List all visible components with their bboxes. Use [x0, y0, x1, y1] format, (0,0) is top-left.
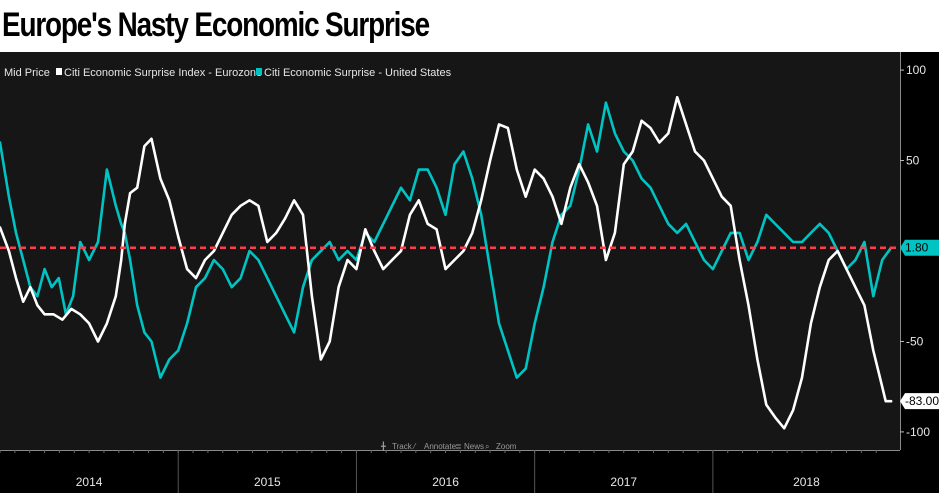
x-tick-label: 2014 — [76, 475, 103, 489]
y-axis-panel — [900, 52, 939, 493]
value-tag-box — [900, 239, 939, 256]
y-axis: 100 50 -50 -100 — [900, 63, 930, 439]
crosshair-icon: ╋ — [380, 441, 386, 451]
series-line-eurozone — [0, 95, 893, 430]
x-tick-label: 2016 — [432, 475, 459, 489]
y-tick-label: -50 — [906, 334, 924, 348]
title-bar: Europe's Nasty Economic Surprise — [0, 0, 939, 52]
plot-area — [0, 52, 900, 450]
chart-toolbar: ╋ Track ⁄ Annotate ≣ News ⌕ Zoom — [380, 441, 517, 451]
news-label: News — [464, 442, 484, 451]
y-tick-label: 100 — [906, 63, 926, 77]
value-tags: 1.80 -83.00 — [900, 239, 939, 410]
x-tick-label: 2018 — [793, 475, 820, 489]
value-tag-label: -83.00 — [905, 394, 939, 408]
news-button[interactable]: ≣ News — [455, 442, 484, 451]
pencil-icon: ⁄ — [412, 442, 417, 451]
zoom-button[interactable]: ⌕ Zoom — [485, 442, 517, 451]
x-tick-label: 2017 — [610, 475, 637, 489]
value-tag-label: 1.80 — [905, 241, 929, 255]
annotate-label: Annotate — [424, 442, 457, 451]
annotate-button[interactable]: ⁄ Annotate — [412, 442, 457, 451]
zoom-label: Zoom — [496, 442, 517, 451]
value-tag-box — [900, 393, 939, 410]
legend-prefix: Mid Price — [4, 67, 50, 79]
chart-title: Europe's Nasty Economic Surprise — [2, 6, 430, 44]
value-tag-eurozone: -83.00 — [900, 393, 939, 410]
x-tick-label: 2015 — [254, 475, 281, 489]
series-line-us — [0, 101, 893, 379]
y-tick-label: 50 — [906, 154, 920, 168]
legend-swatch-eurozone — [56, 68, 62, 75]
y-tick-label: -100 — [906, 425, 930, 439]
series-layer — [0, 95, 893, 430]
news-icon: ≣ — [455, 442, 462, 451]
x-axis-panel — [0, 450, 900, 493]
value-tag-us: 1.80 — [900, 239, 939, 256]
legend: Mid Price Citi Economic Surprise Index -… — [4, 67, 452, 79]
magnifier-icon: ⌕ — [485, 442, 489, 451]
track-button[interactable]: ╋ Track — [380, 441, 413, 451]
chart[interactable]: 100 50 -50 -100 2014 2015 2016 2017 2018 1.80 -8… — [0, 52, 939, 493]
x-axis: 2014 2015 2016 2017 2018 — [0, 450, 877, 493]
track-label: Track — [392, 442, 413, 451]
legend-swatch-us — [256, 68, 262, 75]
legend-label-eurozone: Citi Economic Surprise Index - Eurozone — [64, 67, 262, 79]
legend-label-us: Citi Economic Surprise - United States — [264, 67, 452, 79]
